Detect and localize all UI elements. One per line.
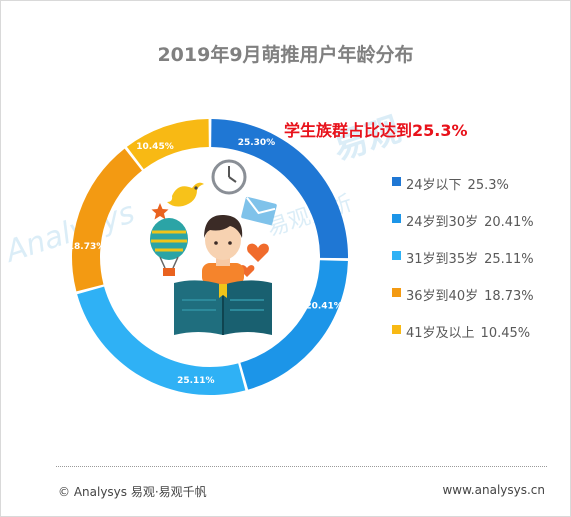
legend-item: 24岁以下 25.3% [392,174,571,193]
legend-item: 41岁及以上 10.45% [392,322,571,341]
star-icon [151,203,169,220]
footer-copyright: © Analysys 易观·易观千帆 [58,485,207,499]
donut-slice-label: 10.45% [136,142,174,152]
legend-swatch [392,288,401,297]
legend-label: 24岁以下 [406,178,462,193]
donut-slice-labels: 25.30% 20.41% 25.11% 18.73% 10.45% [68,138,343,386]
legend-label: 31岁到35岁 [406,252,479,267]
donut-slice-4 [72,148,142,292]
student-figure [202,214,244,285]
balloon-icon [150,218,188,276]
watermark-logo: Analysys [0,195,139,270]
legend-swatch [392,177,401,186]
legend-item: 31岁到35岁 25.11% [392,248,571,267]
donut-slices [72,119,348,396]
legend-value: 10.45% [480,326,531,341]
donut-slice-label: 18.73% [68,242,106,252]
donut-slice-label: 25.11% [177,376,215,386]
highlight-callout: 学生族群占比达到25.3% [284,121,468,140]
legend-value: 25.3% [467,178,509,193]
donut-slice-label: 20.41% [305,302,343,312]
legend-value: 20.41% [484,215,534,230]
donut-slice-5 [126,119,209,170]
donut-slice-2 [240,260,348,390]
legend-item: 36岁到40岁 18.73% [392,285,571,304]
clock-icon [211,159,247,195]
legend-swatch [392,325,401,334]
book-icon [174,280,272,335]
bird-icon [167,182,204,207]
envelope-icon [241,196,277,226]
legend-value: 25.11% [484,252,534,267]
legend-swatch [392,214,401,223]
legend-value: 18.73% [484,289,534,304]
donut-slice-3 [77,286,246,396]
footer-divider [56,466,547,467]
footer-website-link[interactable]: www.analysys.cn [442,483,545,497]
legend-swatch [392,251,401,260]
donut-slice-label: 25.30% [238,138,276,148]
page-title: 2019年9月萌推用户年龄分布 [157,44,414,66]
legend-item: 24岁到30岁 20.41% [392,211,571,230]
legend-label: 41岁及以上 [406,326,475,341]
reader-illustration [150,159,277,335]
donut-slice-1 [211,119,348,259]
legend-label: 36岁到40岁 [406,289,479,304]
legend-label: 24岁到30岁 [406,215,479,230]
